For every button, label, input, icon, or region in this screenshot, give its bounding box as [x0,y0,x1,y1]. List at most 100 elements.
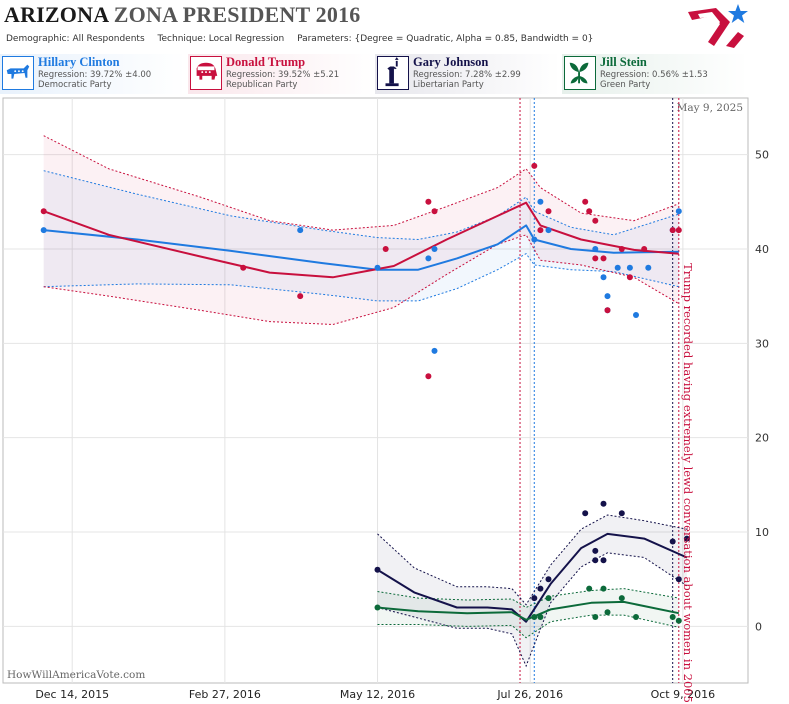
poll-point [545,595,552,602]
poll-point [545,576,552,583]
poll-point [592,217,599,224]
poll-point [669,538,676,545]
green-leaf-icon [564,56,596,90]
confidence-band [377,515,687,666]
candidate-card-stein: Jill Stein Regression: 0.56% ±1.53 Green… [562,54,748,94]
candidate-regression: Regression: 39.72% ±4.00 [38,70,152,80]
trend-line [377,600,680,621]
elephant-icon [190,56,222,90]
poll-point [431,246,438,252]
upper-bound-line [377,514,687,606]
candidate-name: Jill Stein [600,55,647,69]
poll-point [675,227,682,234]
poll-point [582,198,589,205]
poll-point [618,510,625,517]
poll-point [586,208,593,215]
candidate-regression: Regression: 39.52% ±5.21 [226,70,340,80]
candidate-name: Gary Johnson [413,55,489,69]
watermark: HowWillAmericaVote.com [7,669,145,681]
trend-line [376,532,688,623]
poll-point [297,293,304,300]
title-state: ARIZONA [4,2,109,27]
candidate-regression: Regression: 7.28% ±2.99 [413,70,521,80]
y-tick-label: 50 [755,149,769,162]
liberty-torch-icon [377,56,409,90]
poll-point [297,227,304,234]
chart-parameters: Demographic: All Respondents Technique: … [6,34,593,44]
poll-point [604,307,611,314]
title-rest: ZONA PRESIDENT 2016 [113,2,361,27]
poll-point [531,595,538,602]
poll-point [374,604,381,611]
poll-point [431,347,438,354]
parameters-label: Parameters: [297,34,352,44]
poll-point [683,535,690,542]
poll-point [531,162,538,169]
candidate-party: Democratic Party [38,80,112,90]
poll-point [600,255,607,262]
poll-point [592,246,599,252]
candidate-name: Hillary Clinton [38,55,120,69]
candidate-party: Green Party [600,80,651,90]
poll-point [545,227,552,234]
poll-point [545,208,552,215]
poll-point [40,227,47,234]
poll-point [382,246,389,252]
poll-point [633,312,639,318]
poll-point [531,614,538,620]
title-bar: ARIZONA ZONA PRESIDENT 2016 Demographic:… [0,0,789,50]
upper-bound-line [43,135,679,231]
parameters-value: {Degree = Quadratic, Alpha = 0.85, Bandw… [354,34,594,44]
poll-point [645,264,652,271]
poll-point [618,246,625,252]
poll-point [600,585,607,592]
poll-point [669,614,676,620]
poll-point [675,617,682,624]
trend-line [43,224,679,271]
poll-point [618,595,625,602]
plot-frame [2,97,749,684]
x-tick-label: May 12, 2016 [340,688,415,701]
candidate-legend: Hillary Clinton Regression: 39.72% ±4.00… [0,54,789,94]
demographic-label: Demographic: [6,34,70,44]
x-tick-label: Jul 26, 2016 [496,688,563,701]
poll-point [604,293,611,300]
demographic-value: All Respondents [72,34,145,44]
poll-point [604,609,611,616]
candidate-card-clinton: Hillary Clinton Regression: 39.72% ±4.00… [0,54,186,94]
poll-point [537,198,544,205]
poll-point [425,373,432,380]
y-tick-label: 30 [755,337,769,350]
lower-bound-line [377,614,679,639]
poll-point [531,236,538,243]
technique-label: Technique: [157,34,206,44]
poll-point [431,208,438,215]
trend-line [43,201,679,279]
poll-point [586,585,593,592]
x-tick-label: Dec 14, 2015 [35,688,109,701]
poll-point [537,585,544,592]
upper-bound-line [43,170,679,241]
x-tick-label: Feb 27, 2016 [189,688,261,701]
candidate-card-johnson: Gary Johnson Regression: 7.28% ±2.99 Lib… [375,54,561,94]
lower-bound-line [43,253,679,302]
candidate-card-trump: Donald Trump Regression: 39.52% ±5.21 Re… [188,54,374,94]
poll-point [600,557,607,564]
poll-chart: 0 10 20 30 40 50 Dec 14, 2015 Feb 27, 2016 May 1… [0,96,789,704]
poll-point [425,255,432,262]
poll-chart-svg: 0 10 20 30 40 50 Dec 14, 2015 Feb 27, 2016 May 1… [2,97,769,703]
y-tick-label: 10 [755,526,769,539]
y-tick-label: 40 [755,243,769,256]
y-tick-label: 0 [755,620,762,633]
poll-point [675,576,682,583]
candidate-regression: Regression: 0.56% ±1.53 [600,70,708,80]
poll-point [425,198,432,205]
poll-point [669,227,676,234]
lower-bound-line [377,552,688,668]
technique-value: Local Regression [208,34,285,44]
page-title: ARIZONA ZONA PRESIDENT 2016 [4,2,360,28]
confidence-band [377,588,679,638]
event-annotation: Trump recorded having extremely lewd con… [681,263,695,703]
poll-point [614,264,621,271]
poll-point [675,208,682,215]
